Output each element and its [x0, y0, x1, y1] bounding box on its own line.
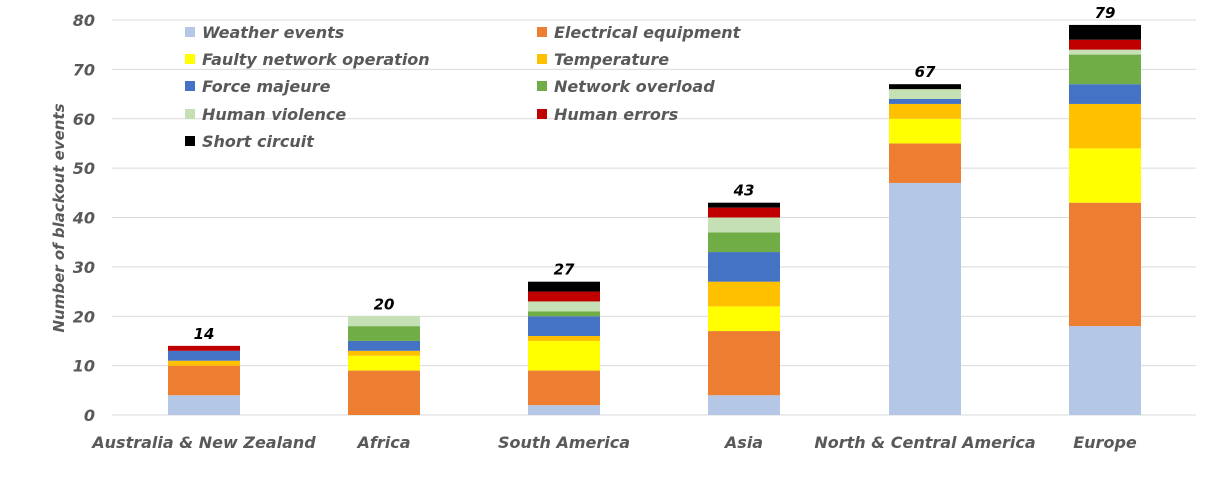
gridlines	[112, 19, 1196, 416]
x-category-label: Europe	[1073, 433, 1137, 452]
bar-segment	[528, 370, 600, 406]
bar-segment	[708, 281, 780, 307]
bar-segment	[708, 232, 780, 253]
bar-segment	[528, 336, 600, 341]
bar-segment	[889, 143, 961, 183]
bar-segment	[708, 207, 780, 218]
bar-segment	[168, 365, 240, 396]
bar-segment	[1069, 24, 1141, 40]
bar-total-label: 20	[374, 295, 395, 313]
legend-label: Human errors	[554, 105, 678, 124]
bar-segment	[708, 331, 780, 396]
legend-label: Temperature	[554, 50, 669, 69]
bar-segment	[528, 316, 600, 336]
bar-segment	[1069, 148, 1141, 203]
legend-swatch	[537, 109, 547, 119]
legend-label: Weather events	[202, 23, 344, 42]
legend-label: Short circuit	[202, 132, 315, 151]
bar-segment	[348, 316, 420, 327]
x-category-label: Australia & New Zealand	[90, 433, 316, 452]
legend-label: Human violence	[202, 105, 346, 124]
legend-label: Electrical equipment	[554, 23, 742, 42]
y-tick-label: 0	[84, 406, 95, 425]
bar-segment	[708, 217, 780, 233]
bar-segment	[1069, 54, 1141, 85]
legend-swatch	[185, 109, 195, 119]
y-tick-label: 50	[73, 159, 95, 178]
bar-segment	[528, 301, 600, 312]
bar-segment	[708, 252, 780, 282]
x-axis-categories: Australia & New Zealand Africa South Ameri…	[90, 433, 1137, 452]
bar-segment	[1069, 84, 1141, 104]
bar-segment	[168, 360, 240, 366]
bar-segment	[168, 395, 240, 415]
y-tick-label: 80	[73, 11, 95, 30]
bar-total-label: 67	[915, 63, 936, 81]
x-category-label: South America	[498, 433, 630, 452]
x-category-label: Asia	[723, 433, 763, 452]
legend-swatch	[185, 27, 195, 37]
bar-segment	[1069, 39, 1141, 50]
y-axis-ticks: 0 10 20 30 40 50 60 70 80	[72, 11, 95, 425]
legend-swatch	[537, 54, 547, 64]
bars	[168, 24, 1141, 415]
bar-segment	[1069, 49, 1141, 55]
bar-total-label: 14	[194, 325, 215, 343]
bar-segment	[889, 182, 961, 415]
legend-label: Faulty network operation	[202, 50, 430, 69]
bar-segment	[348, 370, 420, 415]
y-tick-label: 70	[73, 60, 95, 79]
bar-total-label: 43	[733, 182, 755, 200]
bar-segment	[348, 340, 420, 351]
y-tick-label: 20	[73, 307, 95, 326]
legend-swatch	[537, 81, 547, 91]
bar-segment	[528, 311, 600, 317]
bar-segment	[348, 350, 420, 356]
y-tick-label: 10	[73, 357, 95, 376]
bar-segment	[708, 202, 780, 208]
y-tick-label: 40	[72, 209, 95, 228]
bar-segment	[528, 281, 600, 292]
bar-segment	[528, 340, 600, 371]
bar-segment	[708, 395, 780, 415]
legend-swatch	[537, 27, 547, 37]
bar-segment	[889, 99, 961, 104]
bar-segment	[1069, 202, 1141, 327]
y-tick-label: 30	[73, 258, 95, 277]
bar-segment	[528, 405, 600, 415]
bar-segment	[348, 355, 420, 371]
bar-segment	[708, 306, 780, 332]
bar-segment	[348, 326, 420, 341]
bar-segment	[1069, 326, 1141, 415]
legend-label: Force majeure	[202, 77, 331, 96]
bar-segment	[889, 84, 961, 90]
legend-swatch	[185, 81, 195, 91]
bar-segment	[889, 118, 961, 144]
x-category-label: Africa	[356, 433, 411, 452]
bar-total-label: 79	[1095, 4, 1116, 22]
y-axis-label: Number of blackout events	[50, 103, 68, 332]
legend-label: Network overload	[554, 77, 715, 96]
y-tick-label: 60	[73, 110, 95, 129]
bar-segment	[168, 350, 240, 361]
bar-segment	[528, 291, 600, 302]
bar-segment	[889, 89, 961, 99]
bar-segment	[168, 345, 240, 351]
legend-swatch	[185, 54, 195, 64]
bar-segment	[889, 103, 961, 119]
bar-totals: 14 20 27 43 67 79	[194, 4, 1116, 343]
x-category-label: North & Central America	[814, 433, 1035, 452]
bar-total-label: 27	[554, 261, 575, 279]
legend: Weather events Electrical equipment Faulty…	[185, 23, 742, 151]
bar-segment	[1069, 103, 1141, 149]
legend-swatch	[185, 136, 195, 146]
